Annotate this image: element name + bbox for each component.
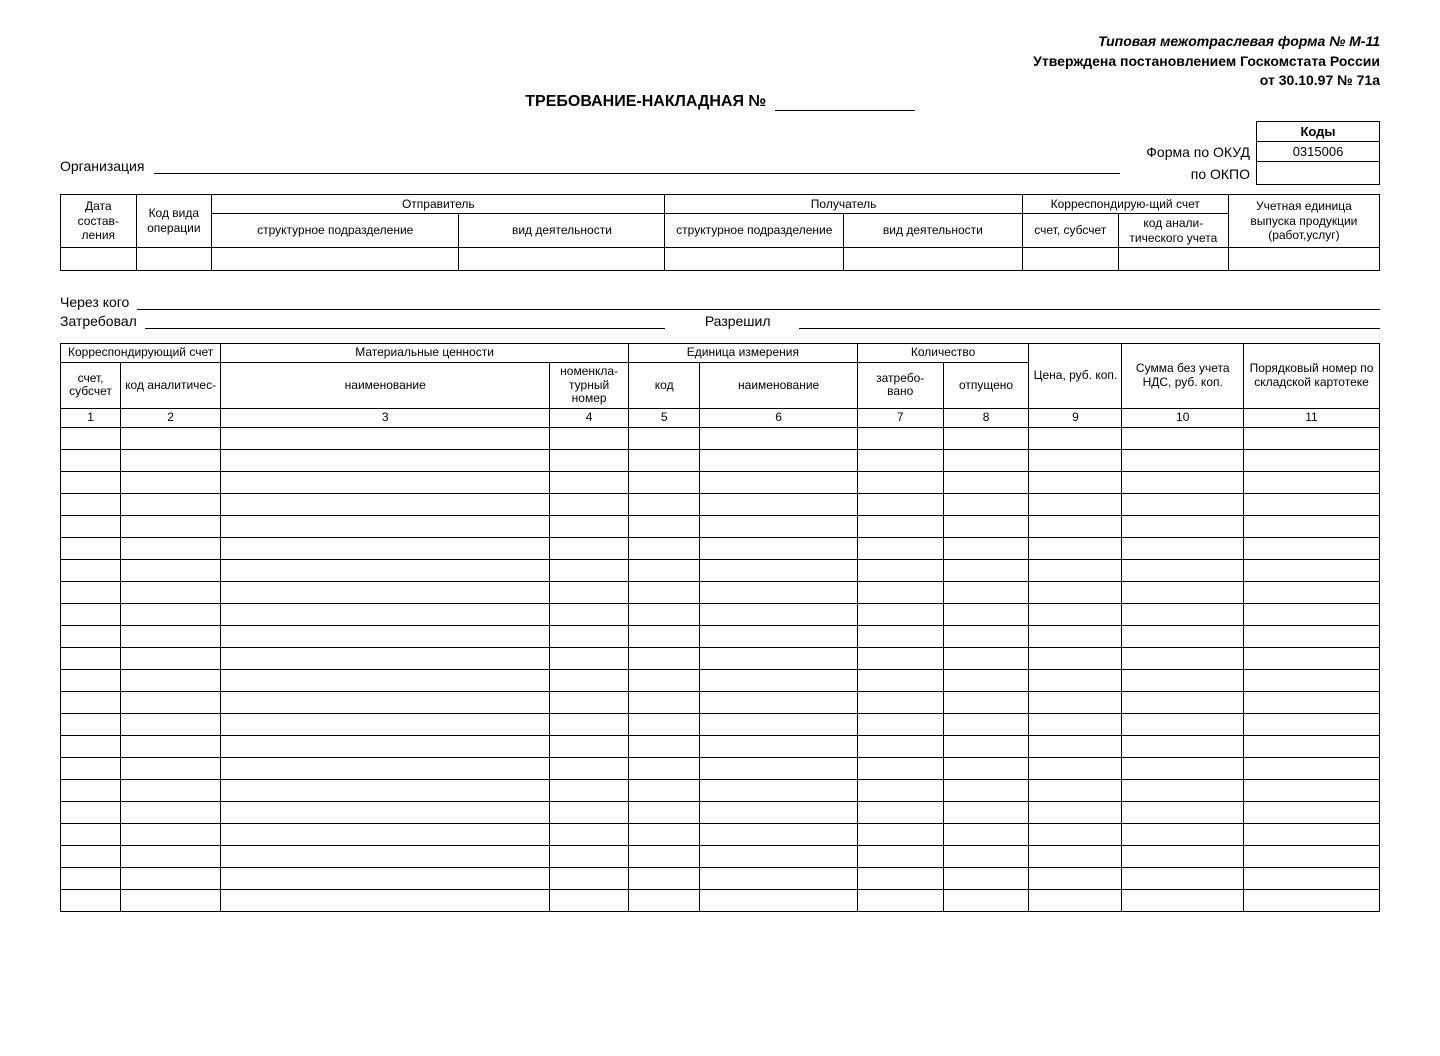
column-number: 3 — [221, 409, 550, 428]
allowed-label: Разрешил — [705, 313, 771, 329]
m-corr-sub2: код аналитичес- — [121, 362, 221, 408]
column-number: 1 — [61, 409, 121, 428]
codes-table: Коды 0315006 — [1256, 121, 1380, 185]
codes-header: Коды — [1257, 121, 1380, 141]
table-row[interactable] — [61, 889, 1380, 911]
hdr-receiver: Получатель — [665, 194, 1022, 213]
table-row[interactable] — [61, 581, 1380, 603]
title-text: ТРЕБОВАНИЕ-НАКЛАДНАЯ № — [525, 93, 766, 110]
table-row[interactable] — [61, 779, 1380, 801]
hdr-date: Дата состав- ления — [61, 194, 137, 247]
header-line3: от 30.10.97 № 71а — [60, 71, 1380, 91]
organization-field[interactable] — [154, 157, 1120, 174]
column-number: 2 — [121, 409, 221, 428]
requested-label: Затребовал — [60, 313, 137, 329]
table-row[interactable] — [61, 427, 1380, 449]
m-qty-sub2: отпущено — [943, 362, 1029, 408]
allowed-field[interactable] — [799, 312, 1380, 329]
through-label: Через кого — [60, 294, 129, 310]
hdr-corr-sub2: код анали- тического учета — [1118, 214, 1228, 248]
m-unit-sub2: наименование — [700, 362, 857, 408]
table-row[interactable] — [61, 757, 1380, 779]
hdr-receiver-sub2: вид деятельности — [844, 214, 1023, 248]
m-unit: Единица измерения — [628, 343, 857, 362]
column-number: 8 — [943, 409, 1029, 428]
hdr-sender-sub1: структурное подразделение — [212, 214, 459, 248]
table-row[interactable] — [61, 823, 1380, 845]
table-row[interactable] — [61, 801, 1380, 823]
main-items-table: Корреспондирующий счет Материальные ценн… — [60, 343, 1380, 912]
form-page: Типовая межотраслевая форма № М-11 Утвер… — [0, 0, 1440, 1056]
m-order: Порядковый номер по складской картотеке — [1244, 343, 1380, 408]
hdr-receiver-sub1: структурное подразделение — [665, 214, 844, 248]
table-row[interactable] — [61, 867, 1380, 889]
m-qty: Количество — [857, 343, 1029, 362]
document-number-field[interactable] — [775, 94, 915, 111]
column-number: 11 — [1244, 409, 1380, 428]
m-mat-sub1: наименование — [221, 362, 550, 408]
form-header: Типовая межотраслевая форма № М-11 Утвер… — [60, 32, 1380, 91]
column-number: 10 — [1122, 409, 1244, 428]
hdr-corr-sub1: счет, субсчет — [1022, 214, 1118, 248]
m-qty-sub1: затребо- вано — [857, 362, 943, 408]
header-info-table: Дата состав- ления Код вида операции Отп… — [60, 194, 1380, 271]
through-field[interactable] — [137, 293, 1380, 310]
column-number-row: 1234567891011 — [61, 409, 1380, 428]
okpo-value[interactable] — [1257, 161, 1380, 184]
hdr-opcode: Код вида операции — [136, 194, 212, 247]
hdr-data-row[interactable] — [61, 247, 1380, 270]
m-mat-sub2: номенкла- турный номер — [550, 362, 629, 408]
table-row[interactable] — [61, 845, 1380, 867]
hdr-unit: Учетная единица выпуска продукции (работ… — [1228, 194, 1379, 247]
okud-label: Форма по ОКУД — [1146, 141, 1250, 163]
table-row[interactable] — [61, 537, 1380, 559]
table-row[interactable] — [61, 647, 1380, 669]
m-price: Цена, руб. коп. — [1029, 343, 1122, 408]
column-number: 5 — [628, 409, 700, 428]
header-line2: Утверждена постановлением Госкомстата Ро… — [60, 52, 1380, 72]
hdr-corr: Корреспондирую-щий счет — [1022, 194, 1228, 213]
m-mat: Материальные ценности — [221, 343, 629, 362]
column-number: 7 — [857, 409, 943, 428]
m-unit-sub1: код — [628, 362, 700, 408]
m-corr: Корреспондирующий счет — [61, 343, 221, 362]
table-row[interactable] — [61, 493, 1380, 515]
hdr-sender-sub2: вид деятельности — [459, 214, 665, 248]
requested-field[interactable] — [145, 312, 665, 329]
codes-labels: Форма по ОКУД по ОКПО — [1146, 141, 1250, 185]
column-number: 9 — [1029, 409, 1122, 428]
table-row[interactable] — [61, 603, 1380, 625]
mid-lines: Через кого Затребовал Разрешил — [60, 293, 1380, 329]
table-row[interactable] — [61, 515, 1380, 537]
document-title: ТРЕБОВАНИЕ-НАКЛАДНАЯ № — [60, 93, 1380, 111]
table-row[interactable] — [61, 691, 1380, 713]
hdr-sender: Отправитель — [212, 194, 665, 213]
column-number: 6 — [700, 409, 857, 428]
m-sum: Сумма без учета НДС, руб. коп. — [1122, 343, 1244, 408]
okpo-label: по ОКПО — [1146, 163, 1250, 185]
header-line1: Типовая межотраслевая форма № М-11 — [60, 32, 1380, 52]
m-corr-sub1: счет, субсчет — [61, 362, 121, 408]
column-number: 4 — [550, 409, 629, 428]
organization-label: Организация — [60, 158, 144, 174]
table-row[interactable] — [61, 471, 1380, 493]
table-row[interactable] — [61, 559, 1380, 581]
table-row[interactable] — [61, 449, 1380, 471]
table-row[interactable] — [61, 735, 1380, 757]
table-row[interactable] — [61, 669, 1380, 691]
table-row[interactable] — [61, 713, 1380, 735]
okud-value[interactable]: 0315006 — [1257, 141, 1380, 161]
main-table-body[interactable] — [61, 427, 1380, 911]
table-row[interactable] — [61, 625, 1380, 647]
